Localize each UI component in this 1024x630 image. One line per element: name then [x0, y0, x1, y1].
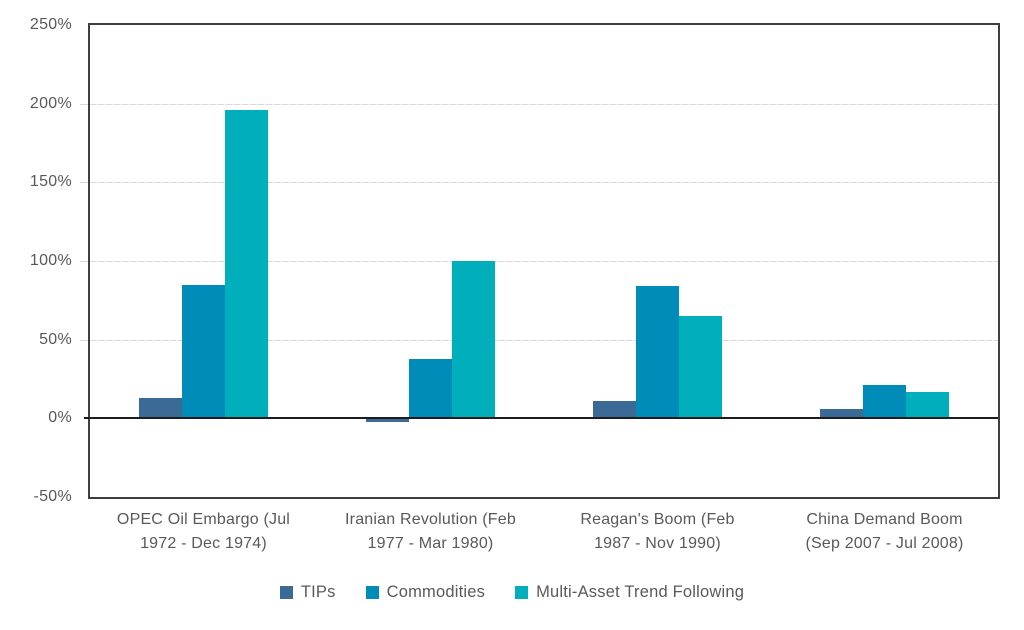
bar-tips-group-2 — [366, 419, 409, 423]
legend-swatch — [365, 586, 379, 599]
x-category-label: China Demand Boom (Sep 2007 - Jul 2008) — [769, 508, 1001, 556]
gridline — [90, 339, 998, 341]
x-category-label: Iranian Revolution (Feb 1977 - Mar 1980) — [315, 508, 547, 556]
bar-multi-asset-trend-following-group-1 — [225, 109, 268, 419]
y-tick-mark — [80, 261, 88, 262]
bar-multi-asset-trend-following-group-2 — [452, 261, 495, 419]
x-category-label: OPEC Oil Embargo (Jul 1972 - Dec 1974) — [88, 508, 320, 556]
x-category-label-line: China Demand Boom — [806, 511, 963, 528]
bar-commodities-group-4 — [863, 385, 906, 419]
x-category-label-line: OPEC Oil Embargo (Jul — [116, 511, 291, 528]
legend-swatch — [515, 586, 529, 599]
bar-tips-group-4 — [820, 408, 863, 419]
y-tick-mark — [80, 182, 88, 184]
legend-item-tips: TIPs — [279, 583, 336, 602]
gridline — [90, 103, 998, 105]
bar-tips-group-1 — [139, 397, 182, 419]
bar-commodities-group-1 — [182, 284, 225, 419]
bar-commodities-group-2 — [409, 358, 452, 419]
y-tick-mark — [80, 339, 88, 341]
x-axis: OPEC Oil Embargo (Jul 1972 - Dec 1974) Ira… — [88, 508, 1000, 566]
legend-label: TIPs — [300, 583, 336, 601]
y-tick-mark — [80, 103, 88, 105]
x-category-label-line: 1987 - Nov 1990) — [594, 535, 721, 552]
legend: TIPs Commodities Multi-Asset Trend Followi… — [0, 583, 1024, 602]
zero-axis-line — [84, 417, 998, 420]
legend-label: Multi-Asset Trend Following — [536, 583, 745, 601]
x-category-label-line: 1977 - Mar 1980) — [367, 535, 494, 552]
x-category-label: Reagan's Boom (Feb 1987 - Nov 1990) — [542, 508, 774, 556]
legend-item-multi-asset-trend-following: Multi-Asset Trend Following — [515, 583, 744, 602]
y-tick-label: 50% — [39, 330, 72, 348]
gridline — [90, 261, 998, 262]
x-category-label-line: (Sep 2007 - Jul 2008) — [805, 535, 964, 552]
legend-item-commodities: Commodities — [365, 583, 486, 602]
y-tick-label: 150% — [29, 173, 72, 191]
bar-tips-group-3 — [593, 401, 636, 419]
gridline — [90, 182, 998, 184]
legend-swatch — [279, 586, 293, 599]
bar-commodities-group-3 — [636, 286, 679, 419]
y-tick-label: 0% — [48, 409, 72, 427]
bar-multi-asset-trend-following-group-3 — [679, 316, 722, 419]
x-category-label-line: Reagan's Boom (Feb — [580, 511, 735, 528]
bar-multi-asset-trend-following-group-4 — [906, 391, 949, 419]
x-category-label-line: 1972 - Dec 1974) — [140, 535, 267, 552]
plot-area — [84, 23, 1000, 499]
legend-label: Commodities — [386, 583, 486, 601]
y-tick-label: 250% — [29, 16, 72, 33]
y-tick-label: -50% — [33, 488, 72, 505]
y-axis: 250% 200% 150% 100% 50% 0% -50% — [0, 0, 88, 630]
y-tick-label: 100% — [29, 252, 72, 269]
x-category-label-line: Iranian Revolution (Feb — [345, 511, 516, 528]
y-tick-label: 200% — [29, 94, 72, 112]
